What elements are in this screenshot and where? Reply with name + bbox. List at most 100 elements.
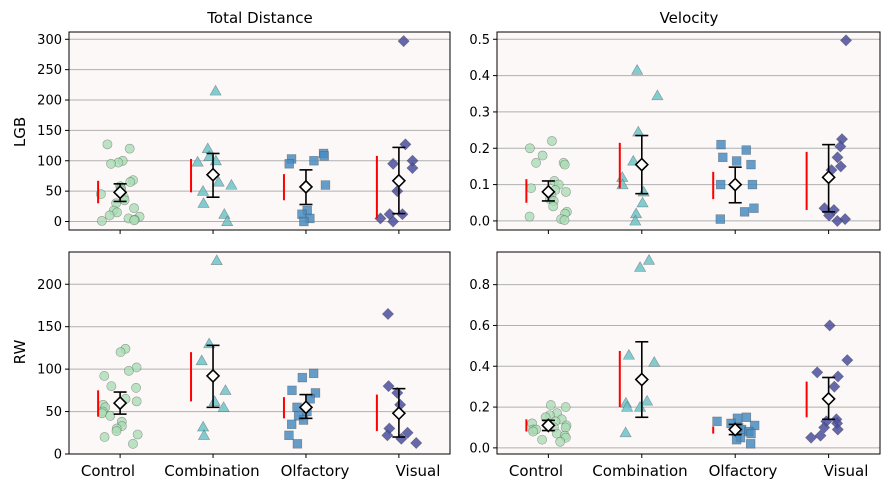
data-point-control [537, 150, 548, 161]
data-point-olfactory [749, 203, 759, 213]
x-tick-label-visual-right: Visual [824, 462, 869, 480]
y-tick-label: 0.4 [469, 69, 490, 84]
data-point-olfactory [286, 419, 297, 429]
plot-frame [68, 251, 451, 455]
mean-marker-combination [205, 368, 221, 384]
y-tick-label: 0.0 [469, 441, 490, 456]
data-point-olfactory [745, 439, 756, 449]
data-point-visual [814, 429, 827, 442]
y-tick-label: 100 [37, 363, 62, 378]
data-point-olfactory [287, 385, 297, 396]
mean-marker-olfactory [728, 177, 743, 192]
data-point-combination [197, 197, 210, 208]
data-point-visual [387, 157, 400, 170]
data-point-control [524, 211, 535, 222]
y-tick-label: 200 [37, 94, 62, 109]
plot-background [69, 32, 450, 230]
data-point-olfactory [319, 151, 329, 161]
data-point-visual [397, 35, 410, 48]
plot-frame [68, 31, 451, 231]
data-point-olfactory [731, 156, 742, 166]
data-point-combination [633, 261, 647, 272]
data-point-combination [631, 63, 644, 75]
panel-total-distance-lgb: 0 50 100 150 200 250 300 [37, 31, 451, 234]
data-point-visual [382, 380, 395, 393]
data-point-control [131, 382, 141, 393]
data-point-visual [839, 34, 853, 47]
data-point-olfactory [741, 412, 752, 422]
mean-marker-olfactory [298, 400, 314, 415]
y-tick-label: 0.5 [469, 33, 490, 48]
data-point-olfactory [746, 428, 756, 439]
y-tick-label: 0 [54, 448, 62, 463]
row-label-lgb: LGB [11, 117, 29, 147]
data-point-olfactory [308, 368, 319, 379]
data-point-olfactory [298, 415, 309, 425]
data-point-olfactory [732, 413, 743, 423]
x-tick-label-combination-left: Combination [164, 462, 259, 480]
data-point-visual [391, 386, 404, 399]
mean-marker-visual [391, 406, 407, 421]
data-point-control [561, 186, 571, 197]
data-point-visual [831, 370, 844, 383]
data-point-control [105, 410, 116, 421]
data-point-control [123, 365, 134, 376]
plot-frame [496, 31, 881, 231]
data-point-control [560, 422, 571, 433]
data-point-control [131, 396, 142, 407]
data-point-olfactory [731, 435, 742, 445]
y-tick-label: 150 [37, 320, 62, 335]
data-point-combination [620, 400, 634, 412]
data-point-control [525, 143, 535, 154]
data-point-control [131, 362, 142, 373]
data-point-combination [221, 215, 234, 226]
data-point-control [559, 159, 570, 170]
mean-marker-control [112, 185, 128, 200]
data-point-combination [203, 150, 216, 162]
data-point-combination [210, 254, 223, 265]
data-point-control [555, 436, 566, 447]
data-point-visual [841, 354, 854, 367]
data-point-olfactory [297, 372, 308, 383]
data-point-control [526, 183, 536, 194]
y-tick-label: 0.1 [469, 178, 490, 193]
data-point-combination [212, 175, 225, 187]
data-point-visual [387, 215, 400, 228]
data-point-olfactory [299, 216, 309, 227]
data-point-combination [636, 196, 649, 208]
y-tick-label: 0.2 [469, 142, 490, 157]
x-tick-label-control-left: Control [81, 462, 135, 480]
data-point-control [124, 143, 135, 154]
mean-marker-visual [391, 173, 407, 188]
y-tick-label: 250 [37, 63, 62, 78]
data-point-olfactory [716, 139, 726, 150]
mean-marker-control [541, 184, 556, 199]
data-point-olfactory [715, 179, 726, 190]
data-point-control [560, 402, 571, 412]
plot-background [497, 32, 880, 230]
data-point-olfactory [292, 439, 303, 449]
data-point-combination [195, 354, 208, 366]
data-point-combination [191, 155, 204, 167]
data-point-control [115, 347, 126, 358]
data-point-olfactory [741, 145, 751, 155]
data-point-control [547, 136, 557, 146]
plot-frame [496, 251, 881, 455]
data-point-combination [640, 394, 654, 406]
mean-marker-combination [634, 157, 649, 172]
data-point-olfactory [309, 156, 319, 166]
data-point-olfactory [718, 152, 728, 163]
data-point-visual [831, 214, 844, 227]
data-point-visual [831, 423, 844, 436]
data-point-visual [381, 307, 395, 320]
data-point-control [129, 203, 139, 214]
data-point-olfactory [746, 159, 756, 170]
data-point-visual [805, 431, 818, 444]
y-tick-label: 100 [37, 154, 62, 169]
mean-marker-olfactory [298, 179, 314, 195]
data-point-control [104, 210, 115, 221]
data-point-combination [633, 400, 647, 412]
mean-marker-control [541, 418, 556, 433]
data-point-visual [811, 366, 824, 379]
data-point-visual [406, 162, 419, 175]
